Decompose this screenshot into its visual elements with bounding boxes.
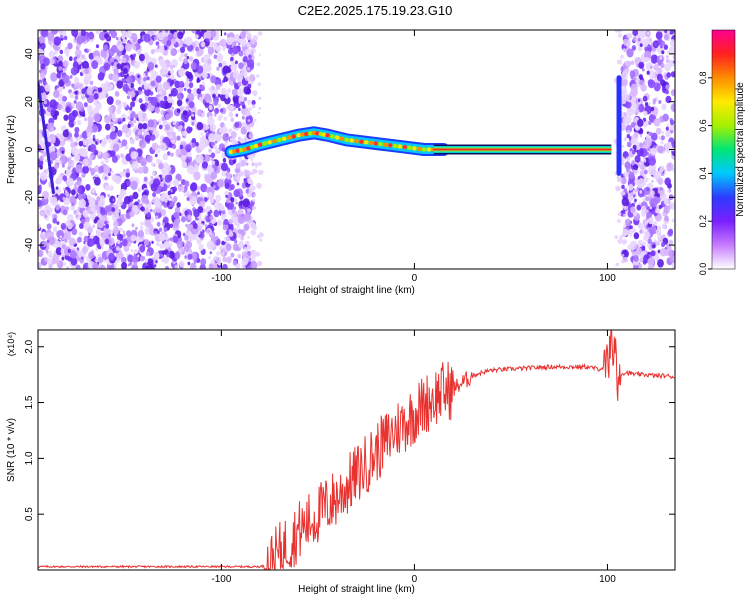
colorbar-tick-label-0: 0.0 [698,263,708,276]
colorbar-tick-label-0.4: 0.4 [698,167,708,180]
spectrogram-area [38,30,675,269]
snr-frame [37,329,676,571]
noise-region-1 [613,30,675,269]
snr-multiplier: (x10⁴) [6,332,16,356]
spectrogram-ytick-label-0: 0 [24,146,35,152]
spectrogram-xlabel: Height of straight line (km) [298,285,415,296]
snr-xtick-label-0: 0 [412,574,418,585]
colorbar: 0.0 0.2 0.4 0.6 0.8 Normalized spectral ampli… [698,29,746,276]
left-edge-streak [38,81,55,195]
snr-ytick-label-0.5: 0.5 [24,507,35,521]
snr-plot: -100 0 100 0.5 1.0 1.5 2.0 Height of straight l… [6,329,676,595]
signal-blobs [228,130,569,155]
snr-xlabel: Height of straight line (km) [298,584,415,595]
spectrogram-ytick-label--20: -20 [24,190,35,205]
spectrogram-plot: -100 0 100 -40 -20 0 20 40 Height of straight li… [6,29,676,296]
tone-band-core [433,148,612,151]
colorbar-label: Normalized spectral amplitude [735,82,746,217]
snr-ytick-label-2: 2.0 [24,339,35,353]
snr-area [38,330,675,570]
colorbar-gradient [711,29,736,270]
colorbar-tick-label-0.8: 0.8 [698,72,708,85]
snr-series-line [38,330,675,570]
snr-ytick-label-1.5: 1.5 [24,395,35,409]
spectrogram-xtick-label-0: 0 [412,273,418,284]
spectrogram-ytick-label-20: 20 [24,96,35,108]
spectrogram-ytick-label--40: -40 [24,237,35,252]
noise-region-0 [38,30,264,269]
colorbar-tick-label-0.6: 0.6 [698,119,708,132]
spectrogram-ylabel: Frequency (Hz) [6,115,17,184]
snr-ylabel: SNR (10 * v/v) [6,418,17,482]
snr-xtick-label--100: -100 [211,574,231,585]
page-title: C2E2.2025.175.19.23.G10 [297,3,453,18]
snr-ytick-label-1: 1.0 [24,451,35,465]
colorbar-tick-label-0.2: 0.2 [698,215,708,228]
snr-xtick-label-100: 100 [599,574,616,585]
spectrogram-xtick-label-100: 100 [599,273,616,284]
spectrogram-xtick-label--100: -100 [211,273,231,284]
spectrogram-ytick-label-40: 40 [24,48,35,60]
